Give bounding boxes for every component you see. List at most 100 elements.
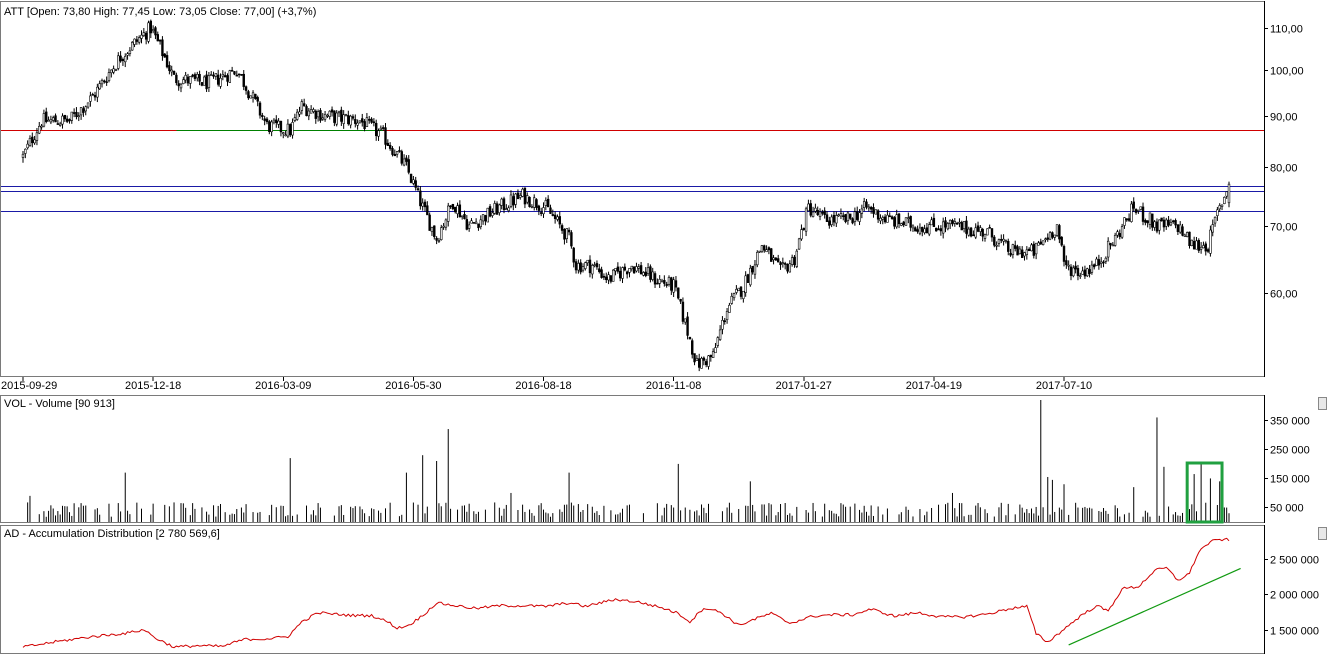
- candle: [1125, 218, 1128, 222]
- candle: [307, 108, 311, 121]
- candle: [1116, 229, 1119, 238]
- candle: [786, 263, 789, 274]
- volume-panel-scroll-button[interactable]: [1318, 397, 1327, 410]
- candle: [65, 115, 69, 124]
- candle: [365, 112, 369, 127]
- candle: [574, 258, 578, 274]
- candle: [221, 70, 225, 81]
- candle: [621, 266, 624, 284]
- candle: [579, 259, 582, 275]
- candle: [356, 119, 359, 130]
- candle: [760, 244, 764, 253]
- candle: [84, 105, 87, 116]
- price-y-tick-label: 90,00: [1270, 112, 1298, 124]
- candle: [319, 108, 322, 123]
- candle: [714, 342, 717, 354]
- candle: [261, 112, 264, 121]
- date-tick-label: 2016-08-18: [515, 380, 571, 392]
- candle: [128, 47, 132, 57]
- candle: [588, 255, 592, 278]
- candle: [686, 312, 689, 340]
- candle: [302, 98, 306, 107]
- candle: [419, 186, 422, 210]
- candle: [298, 106, 301, 117]
- candle: [472, 222, 475, 224]
- candle: [1002, 234, 1005, 246]
- candle: [1155, 218, 1159, 234]
- candle: [790, 254, 794, 267]
- candle: [1076, 264, 1080, 281]
- candle: [988, 224, 991, 229]
- candle: [591, 263, 594, 279]
- candle: [1079, 272, 1082, 279]
- candle: [711, 348, 715, 358]
- candle: [932, 213, 936, 228]
- candle: [765, 245, 768, 253]
- candle: [814, 203, 817, 214]
- candle: [1209, 225, 1212, 257]
- candle: [1099, 257, 1103, 268]
- date-x-axis: 2015-09-29 2015-12-18 2016-03-09 2016-05-30…: [1, 377, 1092, 392]
- volume-highlight-box: [1185, 461, 1224, 524]
- candle: [886, 210, 889, 223]
- candle: [361, 113, 364, 127]
- candle: [154, 26, 157, 40]
- candle: [990, 228, 994, 242]
- candle: [1113, 232, 1117, 247]
- candle: [1144, 218, 1147, 226]
- date-tick-label: 2015-12-18: [125, 380, 181, 392]
- candle: [35, 127, 39, 146]
- candle: [212, 71, 215, 79]
- candle: [105, 76, 108, 86]
- candle: [616, 262, 620, 274]
- candle: [907, 212, 910, 224]
- candle: [825, 211, 829, 222]
- candle: [688, 336, 692, 340]
- candle: [409, 173, 413, 184]
- price-panel: 110,00 100,00 90,00 80,00 70,00 60,00 ATT [Op…: [0, 1, 1304, 377]
- date-tick-label: 2015-09-29: [1, 380, 57, 392]
- candle: [333, 110, 336, 127]
- candle: [667, 275, 671, 287]
- ad-y-axis: 2 500 000 2 000 000 1 500 000: [1264, 525, 1319, 654]
- candle: [883, 214, 887, 224]
- candle: [774, 257, 778, 261]
- candle: [1158, 219, 1161, 235]
- candle: [960, 220, 963, 231]
- candle: [1014, 240, 1017, 252]
- candle: [809, 199, 812, 218]
- candle: [1058, 223, 1061, 244]
- candle: [700, 356, 703, 369]
- candle: [881, 215, 884, 225]
- candle: [1020, 246, 1024, 258]
- candle: [430, 226, 434, 236]
- ad-y-tick-label: 2 500 000: [1270, 555, 1319, 567]
- candle: [358, 120, 362, 124]
- candle: [723, 317, 726, 325]
- candle: [862, 197, 866, 212]
- candle: [1067, 260, 1070, 271]
- candle: [465, 215, 469, 231]
- candle: [732, 292, 736, 301]
- candle: [1165, 217, 1168, 230]
- candle: [1146, 220, 1149, 228]
- candle: [230, 66, 234, 72]
- candle: [867, 204, 871, 212]
- candle: [495, 201, 499, 215]
- candle: [484, 214, 487, 226]
- volume-panel: 350 000 250 000 150 000 50 000 VOL - Volume…: [0, 395, 1310, 524]
- candle: [828, 216, 831, 229]
- candle: [1151, 213, 1154, 231]
- candle: [326, 113, 329, 119]
- candle: [114, 68, 118, 72]
- candle: [151, 25, 155, 34]
- candle: [897, 212, 901, 229]
- candle: [219, 73, 222, 89]
- candle: [388, 142, 392, 151]
- candle: [623, 263, 627, 272]
- ad-line: [22, 537, 1230, 649]
- ad-panel-scroll-button[interactable]: [1318, 527, 1327, 540]
- candle: [979, 225, 982, 236]
- candle: [135, 36, 139, 45]
- candle: [279, 120, 283, 137]
